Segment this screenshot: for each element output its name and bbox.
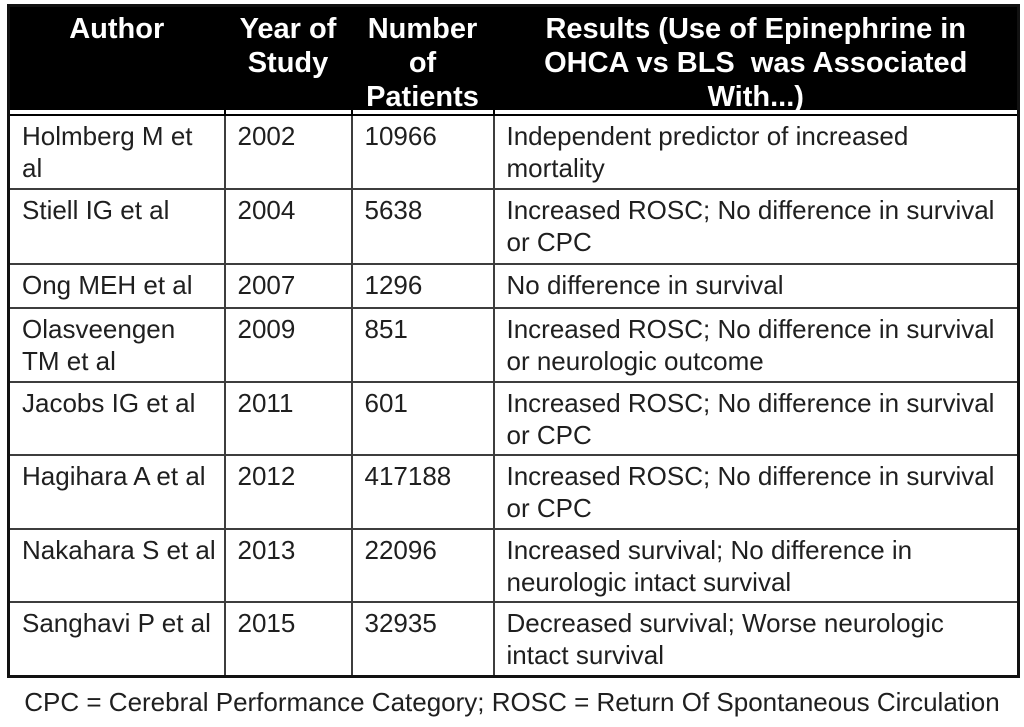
col-header-results: Results (Use of Epinephrine in OHCA vs B… [492, 4, 1020, 116]
table-row: Ong MEH et al 2007 1296 No difference in… [7, 263, 1020, 309]
cell-author: Stiell IG et al [7, 188, 226, 265]
epinephrine-studies-table: Author Year of Study Number of Patients … [7, 4, 1020, 678]
cell-year: 2002 [223, 114, 353, 190]
cell-author: Ong MEH et al [7, 263, 226, 309]
cell-patients: 851 [350, 307, 495, 383]
table-row: Jacobs IG et al 2011 601 Increased ROSC;… [7, 381, 1020, 456]
abbreviations-footnote: CPC = Cerebral Performance Category; ROS… [24, 687, 1000, 717]
cell-author: Sanghavi P et al [7, 601, 226, 677]
table-row: Hagihara A et al 2012 417188 Increased R… [7, 454, 1020, 530]
cell-patients: 32935 [350, 601, 495, 677]
col-header-patients: Number of Patients [350, 4, 495, 116]
cell-year: 2015 [223, 601, 353, 677]
cell-patients: 601 [350, 381, 495, 456]
col-header-year: Year of Study [223, 4, 353, 116]
table-row: Stiell IG et al 2004 5638 Increased ROSC… [7, 188, 1020, 265]
col-header-author: Author [7, 4, 226, 116]
cell-patients: 22096 [350, 528, 495, 603]
cell-patients: 5638 [350, 188, 495, 265]
cell-year: 2012 [223, 454, 353, 530]
cell-results: Increased ROSC; No difference in surviva… [492, 188, 1020, 265]
cell-results: Independent predictor of increased morta… [492, 114, 1020, 190]
cell-author: Hagihara A et al [7, 454, 226, 530]
cell-results: Increased ROSC; No difference in surviva… [492, 307, 1020, 383]
cell-results: Increased survival; No difference in neu… [492, 528, 1020, 603]
table-row: Nakahara S et al 2013 22096 Increased su… [7, 528, 1020, 603]
cell-results: Increased ROSC; No difference in surviva… [492, 381, 1020, 456]
cell-results: Decreased survival; Worse neurologic int… [492, 601, 1020, 677]
cell-year: 2004 [223, 188, 353, 265]
cell-year: 2007 [223, 263, 353, 309]
cell-year: 2013 [223, 528, 353, 603]
table-row: Sanghavi P et al 2015 32935 Decreased su… [7, 601, 1020, 677]
cell-patients: 10966 [350, 114, 495, 190]
cell-year: 2011 [223, 381, 353, 456]
cell-patients: 1296 [350, 263, 495, 309]
cell-author: Nakahara S et al [7, 528, 226, 603]
cell-results: No difference in survival [492, 263, 1020, 309]
cell-results: Increased ROSC; No difference in surviva… [492, 454, 1020, 530]
table-row: Holmberg M et al 2002 10966 Independent … [7, 114, 1020, 190]
header-row: Author Year of Study Number of Patients … [7, 4, 1020, 116]
cell-author: Olasveengen TM et al [7, 307, 226, 383]
table-row: Olasveengen TM et al 2009 851 Increased … [7, 307, 1020, 383]
cell-author: Holmberg M et al [7, 114, 226, 190]
cell-year: 2009 [223, 307, 353, 383]
cell-patients: 417188 [350, 454, 495, 530]
cell-author: Jacobs IG et al [7, 381, 226, 456]
